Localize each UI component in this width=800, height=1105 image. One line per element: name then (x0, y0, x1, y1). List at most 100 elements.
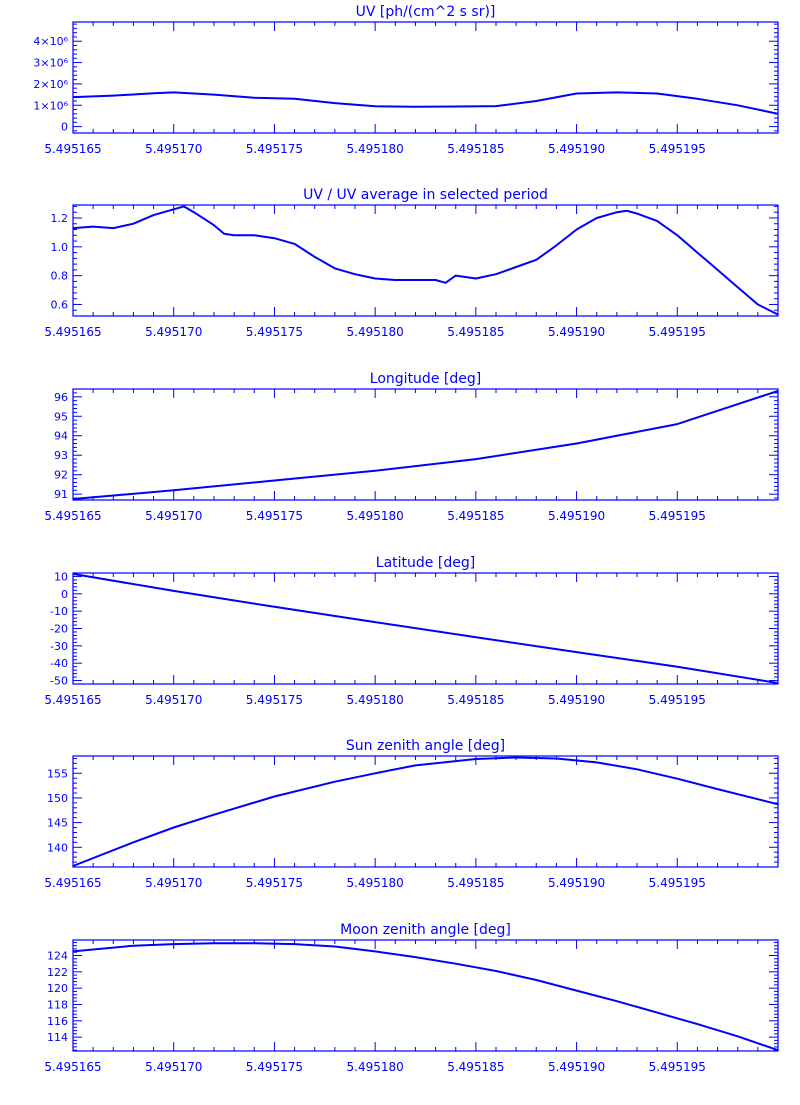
y-tick-label: -20 (50, 623, 68, 636)
y-tick-label: 96 (54, 391, 68, 404)
chart-panel-3: Longitude [deg] 5.495165 5.495170 5.495175 5… (44, 371, 779, 523)
x-tick-label: 5.495195 (649, 142, 706, 156)
y-tick-label: -10 (50, 605, 68, 618)
x-tick-label: 5.495180 (347, 1060, 404, 1074)
x-tick-label: 5.495175 (246, 142, 303, 156)
x-tick-label: 5.495170 (145, 1060, 202, 1074)
chart-panel-6: Moon zenith angle [deg] 5.495165 5.495170 5… (44, 922, 779, 1074)
y-tick-label: 0 (61, 121, 68, 134)
x-tick-label: 5.495195 (649, 693, 706, 707)
x-tick-label: 5.495195 (649, 1060, 706, 1074)
y-tick-label: 91 (54, 488, 68, 501)
x-tick-label: 5.495175 (246, 876, 303, 890)
chart-title: Moon zenith angle [deg] (340, 922, 511, 938)
x-tick-label: 5.495170 (145, 509, 202, 523)
x-tick-label: 5.495180 (347, 142, 404, 156)
x-tick-label: 5.495195 (649, 876, 706, 890)
x-tick-label: 5.495195 (649, 509, 706, 523)
x-tick-label: 5.495165 (44, 509, 101, 523)
series-line (72, 942, 779, 1052)
chart-title: UV / UV average in selected period (303, 187, 548, 203)
x-tick-label: 5.495185 (447, 693, 504, 707)
y-tick-label: 94 (54, 430, 68, 443)
x-tick-label: 5.495165 (44, 693, 101, 707)
x-tick-label: 5.495185 (447, 876, 504, 890)
x-tick-label: 5.495190 (548, 509, 605, 523)
y-tick-label: -30 (50, 640, 68, 653)
x-tick-label: 5.495175 (246, 509, 303, 523)
x-tick-label: 5.495170 (145, 876, 202, 890)
chart-panel-4: Latitude [deg] 5.495165 5.495170 5.495175 5.… (44, 555, 779, 707)
x-tick-label: 5.495180 (347, 325, 404, 339)
x-tick-label: 5.495185 (447, 142, 504, 156)
x-tick-label: 5.495165 (44, 876, 101, 890)
x-tick-label: 5.495185 (447, 509, 504, 523)
series-line (72, 572, 779, 685)
y-tick-label: 92 (54, 469, 68, 482)
x-tick-label: 5.495185 (447, 325, 504, 339)
y-tick-label: 2×10⁶ (33, 78, 68, 91)
y-tick-label: 150 (47, 792, 68, 805)
y-tick-label: 120 (47, 982, 68, 995)
y-tick-label: 124 (47, 950, 68, 963)
y-tick-label: 122 (47, 966, 68, 979)
y-tick-label: 118 (47, 998, 68, 1011)
chart-title: Longitude [deg] (370, 371, 481, 387)
series-line (72, 389, 779, 500)
y-tick-label: 1×10⁶ (33, 99, 68, 112)
x-tick-label: 5.495190 (548, 876, 605, 890)
x-tick-label: 5.495170 (145, 693, 202, 707)
series-line (72, 756, 779, 867)
y-tick-label: -50 (50, 675, 68, 688)
x-tick-label: 5.495175 (246, 1060, 303, 1074)
x-tick-label: 5.495170 (145, 325, 202, 339)
y-tick-label: 0.8 (51, 270, 69, 283)
x-tick-label: 5.495180 (347, 693, 404, 707)
y-tick-label: 140 (47, 841, 68, 854)
plot-frame (72, 388, 779, 501)
chart-panel-1: UV [ph/(cm^2 s sr)] 5.495165 5.495170 5.495… (33, 4, 779, 156)
y-tick-label: 10 (54, 570, 68, 583)
x-tick-label: 5.495190 (548, 693, 605, 707)
y-tick-label: 0.6 (51, 298, 69, 311)
y-tick-label: 1.0 (51, 241, 69, 254)
plot-frame (72, 939, 779, 1052)
plot-frame (72, 21, 779, 134)
chart-title: Latitude [deg] (376, 555, 475, 571)
series-line (72, 205, 779, 316)
y-tick-label: 114 (47, 1031, 68, 1044)
chart-panel-2: UV / UV average in selected period 5.4951… (44, 187, 779, 339)
y-tick-label: 95 (54, 410, 68, 423)
x-tick-label: 5.495175 (246, 325, 303, 339)
chart-title: UV [ph/(cm^2 s sr)] (356, 4, 496, 20)
series-line (72, 91, 779, 115)
plot-frame (72, 755, 779, 868)
x-tick-label: 5.495165 (44, 325, 101, 339)
y-tick-label: 4×10⁶ (33, 35, 68, 48)
y-tick-label: 93 (54, 449, 68, 462)
y-tick-label: 155 (47, 767, 68, 780)
chart-title: Sun zenith angle [deg] (346, 738, 505, 754)
y-tick-label: 0 (61, 588, 68, 601)
x-tick-label: 5.495190 (548, 142, 605, 156)
x-tick-label: 5.495195 (649, 325, 706, 339)
plot-frame (72, 572, 779, 685)
x-tick-label: 5.495190 (548, 325, 605, 339)
y-tick-label: 3×10⁶ (33, 57, 68, 70)
y-tick-label: 116 (47, 1015, 68, 1028)
y-tick-label: 145 (47, 817, 68, 830)
plot-frame (72, 204, 779, 317)
x-tick-label: 5.495165 (44, 1060, 101, 1074)
y-tick-label: 1.2 (51, 212, 69, 225)
x-tick-label: 5.495180 (347, 509, 404, 523)
x-tick-label: 5.495170 (145, 142, 202, 156)
x-tick-label: 5.495180 (347, 876, 404, 890)
y-tick-label: -40 (50, 657, 68, 670)
x-tick-label: 5.495165 (44, 142, 101, 156)
x-tick-label: 5.495190 (548, 1060, 605, 1074)
x-tick-label: 5.495185 (447, 1060, 504, 1074)
chart-panel-5: Sun zenith angle [deg] 5.495165 5.495170 5.… (44, 738, 779, 890)
x-tick-label: 5.495175 (246, 693, 303, 707)
